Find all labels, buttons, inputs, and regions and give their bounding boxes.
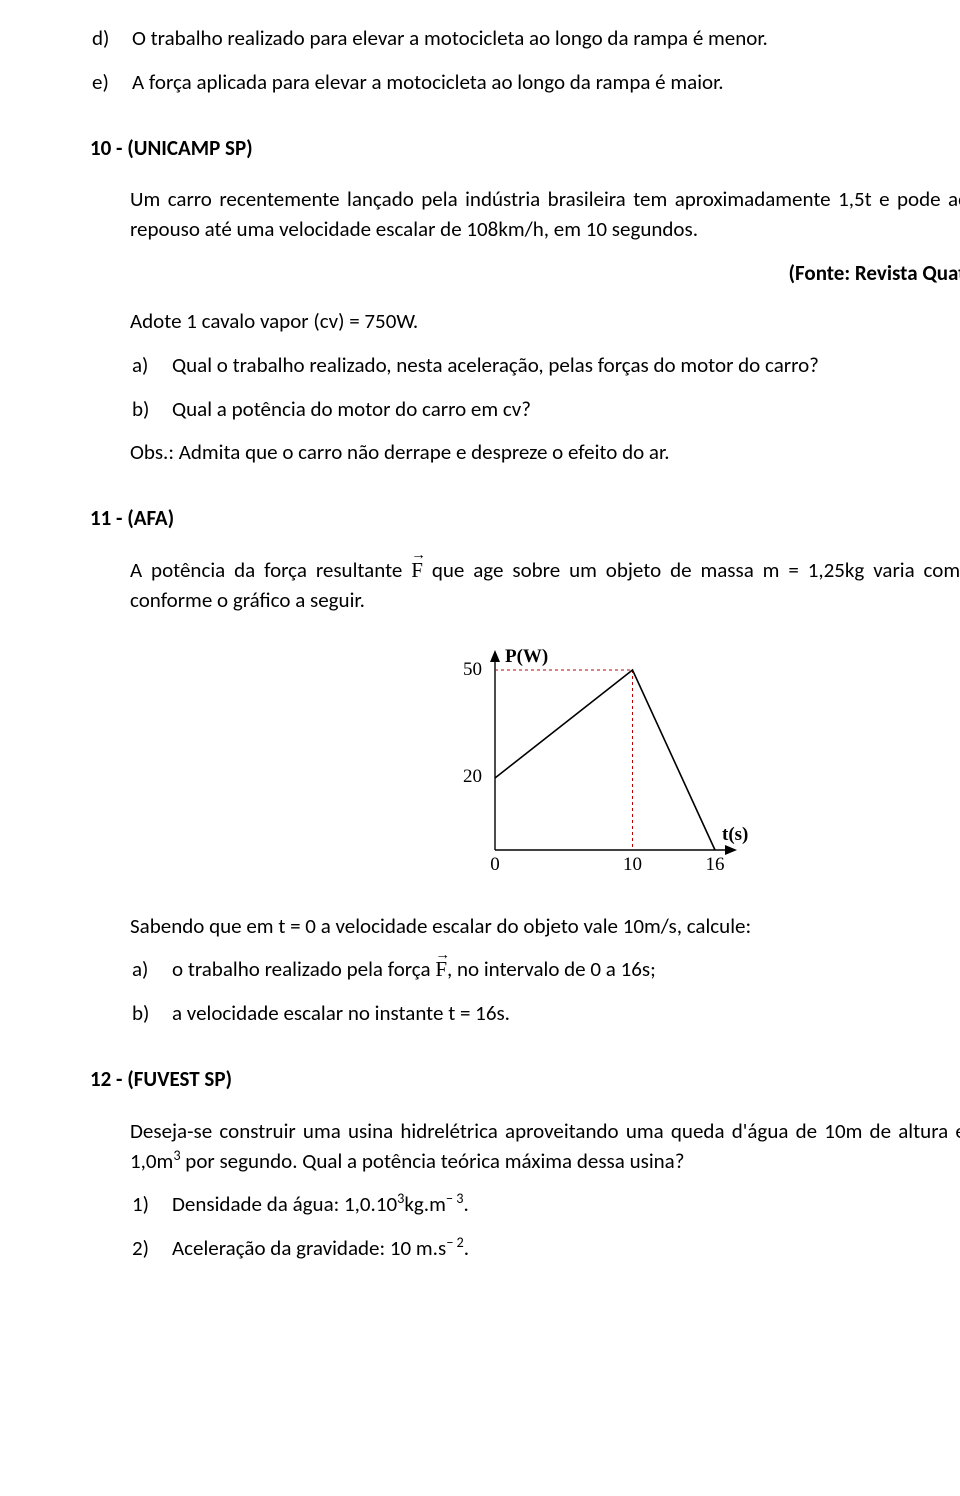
- item-marker: a): [130, 351, 172, 381]
- q10-item-b: b) Qual a potência do motor do carro em …: [130, 395, 960, 425]
- option-d: d) O trabalho realizado para elevar a mo…: [90, 24, 960, 54]
- q10-intro: Um carro recentemente lançado pela indús…: [130, 185, 960, 245]
- svg-text:16: 16: [706, 854, 725, 875]
- question-12-heading: 12 - (FUVEST SP): [90, 1065, 960, 1095]
- item-text: Qual a potência do motor do carro em cv?: [172, 395, 960, 425]
- q11-a-pre: o trabalho realizado pela força: [172, 956, 435, 982]
- question-11-heading: 11 - (AFA): [90, 504, 960, 534]
- svg-text:P(W): P(W): [505, 646, 548, 667]
- option-marker: e): [90, 68, 132, 98]
- svg-text:50: 50: [463, 659, 482, 680]
- question-11-body: A potência da força resultante F que age…: [130, 556, 960, 1029]
- option-marker: d): [90, 24, 132, 54]
- option-e: e) A força aplicada para elevar a motoci…: [90, 68, 960, 98]
- svg-text:t(s): t(s): [722, 824, 748, 845]
- q12-intro: Deseja-se construir uma usina hidrelétri…: [130, 1117, 960, 1177]
- q11-item-b: b) a velocidade escalar no instante t = …: [130, 999, 960, 1029]
- item-text: o trabalho realizado pela força F, no in…: [172, 955, 960, 985]
- prev-question-options: d) O trabalho realizado para elevar a mo…: [90, 24, 960, 98]
- q12-data-2: 2) Aceleração da gravidade: 10 m.s− 2.: [130, 1234, 960, 1264]
- q11-a-post: , no intervalo de 0 a 16s;: [447, 956, 656, 982]
- vector-F: F: [411, 556, 423, 586]
- item-text: Aceleração da gravidade: 10 m.s− 2.: [172, 1234, 960, 1264]
- question-12-body: Deseja-se construir uma usina hidrelétri…: [130, 1117, 960, 1264]
- item-text: Qual o trabalho realizado, nesta acelera…: [172, 351, 960, 381]
- item-marker: a): [130, 955, 172, 985]
- q10-source: (Fonte: Revista Quatro Rodas): [130, 259, 960, 289]
- option-text: A força aplicada para elevar a motocicle…: [132, 68, 960, 98]
- vector-F: F: [435, 955, 447, 985]
- svg-text:10: 10: [623, 854, 642, 875]
- power-time-chart: 50 20 0 10 16 P(W) t(s): [425, 630, 755, 890]
- q11-intro-pre: A potência da força resultante: [130, 557, 411, 583]
- item-marker: b): [130, 999, 172, 1029]
- question-10-heading: 10 - (UNICAMP SP): [90, 134, 960, 164]
- option-text: O trabalho realizado para elevar a motoc…: [132, 24, 960, 54]
- q12-data-1: 1) Densidade da água: 1,0.103kg.m− 3.: [130, 1190, 960, 1220]
- q10-adote: Adote 1 cavalo vapor (cv) = 750W.: [130, 307, 960, 337]
- question-10-body: Um carro recentemente lançado pela indús…: [130, 185, 960, 468]
- q10-obs: Obs.: Admita que o carro não derrape e d…: [130, 438, 960, 468]
- q11-item-a: a) o trabalho realizado pela força F, no…: [130, 955, 960, 985]
- item-marker: b): [130, 395, 172, 425]
- q10-item-a: a) Qual o trabalho realizado, nesta acel…: [130, 351, 960, 381]
- q11-after: Sabendo que em t = 0 a velocidade escala…: [130, 912, 960, 942]
- svg-text:0: 0: [490, 854, 500, 875]
- item-text: Densidade da água: 1,0.103kg.m− 3.: [172, 1190, 960, 1220]
- item-text: a velocidade escalar no instante t = 16s…: [172, 999, 960, 1029]
- svg-text:20: 20: [463, 766, 482, 787]
- q11-intro: A potência da força resultante F que age…: [130, 556, 960, 616]
- item-marker: 2): [130, 1234, 172, 1264]
- item-marker: 1): [130, 1190, 172, 1220]
